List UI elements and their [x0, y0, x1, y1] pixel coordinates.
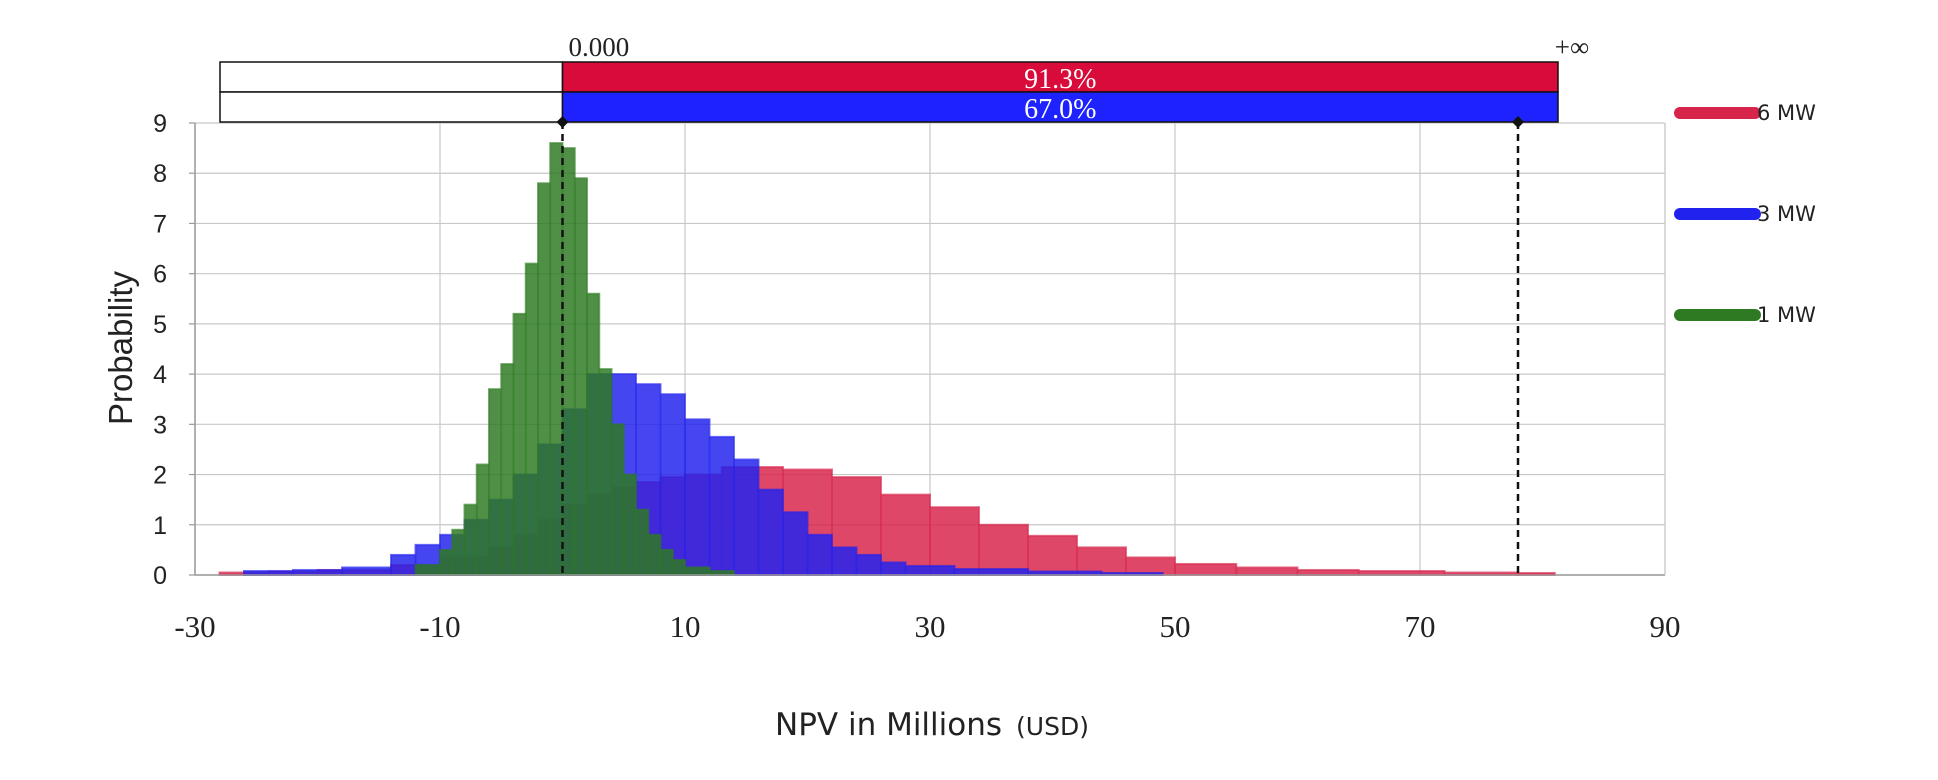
histogram-bar — [1076, 546, 1127, 577]
histogram-bar — [475, 463, 490, 576]
x-tick-label: 70 — [1405, 609, 1436, 644]
legend: 6 MW 3 MW 1 MW — [1674, 101, 1816, 327]
histogram-bar — [573, 177, 588, 576]
histogram-bar — [586, 292, 601, 576]
histogram-bar — [451, 528, 466, 576]
y-tick-label: 9 — [153, 110, 167, 138]
upper-bound-label: +∞ — [1555, 32, 1589, 62]
histogram-bar — [512, 312, 527, 576]
histogram-bars — [218, 142, 1556, 577]
histogram-bar — [439, 548, 454, 577]
x-tick-label: 50 — [1160, 609, 1191, 644]
histogram-bar — [524, 262, 539, 576]
axes — [194, 123, 1666, 576]
band-6mw-probability: 91.3% — [1024, 64, 1096, 95]
histogram-bar — [647, 533, 662, 576]
histogram-bar — [500, 363, 515, 577]
legend-label: 3 MW — [1757, 202, 1816, 226]
x-tick-label: 90 — [1650, 609, 1681, 644]
band-3mw-probability: 67.0% — [1024, 94, 1096, 125]
histogram-bar — [880, 561, 907, 577]
histogram-bar — [659, 393, 686, 577]
y-tick-label: 7 — [153, 210, 167, 238]
histogram-bar — [610, 423, 625, 577]
y-tick-label: 6 — [153, 261, 167, 289]
histogram-bar — [292, 568, 343, 577]
x-tick-label: 30 — [915, 609, 946, 644]
histogram-bar — [561, 147, 576, 576]
histogram-bar — [598, 368, 613, 577]
histogram-bar — [708, 435, 735, 576]
legend-label: 6 MW — [1757, 101, 1816, 125]
y-axis-label: Probability — [102, 270, 139, 425]
x-tick-label: -10 — [419, 609, 460, 644]
x-tick-label: -30 — [174, 609, 215, 644]
y-tick-label: 2 — [153, 462, 167, 490]
histogram-bar — [757, 488, 784, 576]
histogram-bar — [733, 458, 760, 576]
x-tick-label: 10 — [670, 609, 701, 644]
histogram-bar — [1235, 566, 1299, 577]
band-6mw-range — [561, 61, 1559, 93]
y-tick-label: 1 — [153, 512, 167, 540]
y-tick-label: 0 — [153, 562, 167, 590]
x-axis-label: NPV in Millions (USD) — [775, 707, 1089, 743]
x-axis-label-unit: (USD) — [1016, 712, 1089, 741]
histogram-bar — [684, 566, 711, 577]
histogram-bar — [341, 566, 392, 577]
histogram-bar — [549, 142, 564, 576]
histogram-bar — [390, 553, 417, 577]
histogram-bar — [659, 548, 674, 577]
histogram-bar — [414, 563, 441, 577]
histogram-bar — [953, 567, 1029, 576]
lower-bound-label: 0.000 — [569, 32, 630, 62]
histogram-bar — [537, 182, 552, 576]
histogram-bar — [684, 418, 711, 576]
band-3mw-range — [561, 91, 1559, 123]
histogram-bar — [806, 533, 833, 576]
histogram-bar — [1027, 534, 1078, 576]
upper-bound-handle — [1512, 116, 1524, 128]
y-tick-label: 3 — [153, 411, 167, 439]
histogram-bar — [488, 388, 503, 576]
histogram-bar — [929, 506, 980, 577]
histogram-bar — [1174, 562, 1238, 576]
histogram-bar — [855, 553, 882, 577]
histogram-bar — [671, 558, 686, 577]
probability-band: 91.3%67.0% 0.000 +∞ — [219, 32, 1589, 575]
histogram-bar — [1296, 568, 1360, 577]
band-left-empty-top — [219, 61, 564, 93]
x-axis-label-main: NPV in Millions — [775, 707, 1002, 743]
histogram-bar — [782, 511, 809, 577]
tick-labels: 0 1 2 3 4 5 6 7 8 9 -30 -10 10 30 50 70 90 — [153, 110, 1680, 644]
y-tick-label: 4 — [153, 361, 167, 389]
legend-label: 1 MW — [1757, 303, 1816, 327]
histogram-bar — [831, 546, 858, 577]
lower-bound-handle — [556, 116, 569, 128]
histogram-bar — [978, 523, 1029, 576]
histogram-bar — [622, 473, 637, 576]
band-left-empty-bottom — [219, 91, 564, 123]
y-tick-label: 5 — [153, 311, 167, 339]
y-tick-label: 8 — [153, 160, 167, 188]
histogram-bar — [904, 564, 956, 577]
histogram-bar — [463, 503, 478, 577]
histogram-bar — [635, 508, 650, 577]
